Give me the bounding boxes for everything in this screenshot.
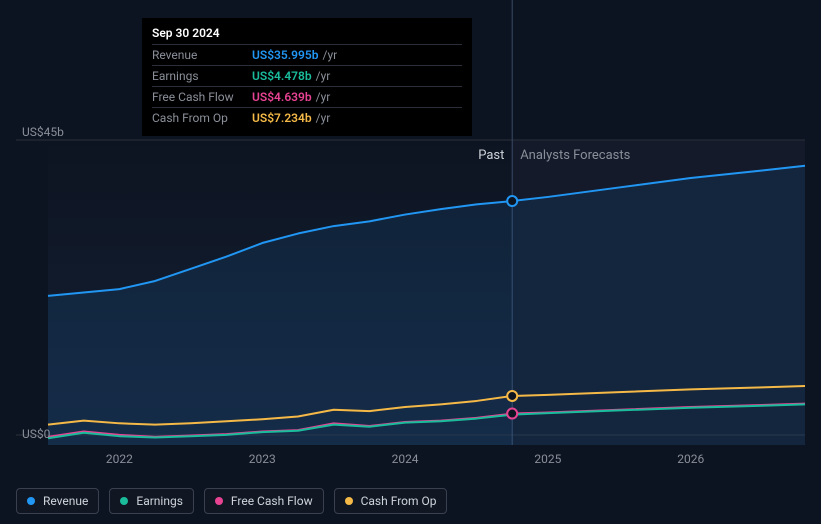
tooltip-row-unit: /yr — [316, 90, 331, 104]
x-tick-label: 2025 — [534, 452, 561, 466]
tooltip-row-value: US$7.234b — [252, 111, 312, 125]
x-tick-label: 2026 — [677, 452, 704, 466]
financials-chart: { "chart": { "type": "area-line", "backg… — [0, 0, 821, 524]
tooltip-row-label: Earnings — [152, 69, 252, 83]
legend-swatch — [345, 497, 353, 505]
tooltip-row-value: US$4.478b — [252, 69, 312, 83]
x-tick-label: 2022 — [106, 452, 133, 466]
legend-swatch — [215, 497, 223, 505]
tooltip-row: Cash From OpUS$7.234b/yr — [152, 107, 462, 128]
chart-legend: Revenue Earnings Free Cash Flow Cash From O… — [16, 488, 447, 514]
tooltip-row-value: US$4.639b — [252, 90, 312, 104]
legend-swatch — [120, 497, 128, 505]
legend-item-cash-from-op[interactable]: Cash From Op — [334, 488, 448, 514]
x-tick-label: 2023 — [249, 452, 276, 466]
tooltip-row-label: Free Cash Flow — [152, 90, 252, 104]
tooltip-row: RevenueUS$35.995b/yr — [152, 44, 462, 65]
chart-tooltip: Sep 30 2024 RevenueUS$35.995b/yrEarnings… — [142, 18, 472, 136]
y-axis-top-label: US$45b — [22, 125, 64, 139]
tooltip-row-unit: /yr — [316, 69, 331, 83]
section-label-past: Past — [478, 148, 504, 163]
legend-label: Revenue — [43, 494, 88, 508]
section-label-forecast: Analysts Forecasts — [520, 148, 630, 163]
tooltip-row-label: Revenue — [152, 48, 252, 62]
hover-marker-revenue — [507, 196, 517, 206]
tooltip-row: EarningsUS$4.478b/yr — [152, 65, 462, 86]
y-axis-bottom-label: US$0 — [22, 427, 50, 441]
tooltip-rows: RevenueUS$35.995b/yrEarningsUS$4.478b/yr… — [152, 44, 462, 128]
tooltip-row-unit: /yr — [323, 48, 338, 62]
legend-item-free-cash-flow[interactable]: Free Cash Flow — [204, 488, 324, 514]
hover-marker-free_cash_flow — [507, 409, 517, 419]
legend-item-earnings[interactable]: Earnings — [109, 488, 194, 514]
tooltip-row: Free Cash FlowUS$4.639b/yr — [152, 86, 462, 107]
legend-label: Earnings — [136, 494, 183, 508]
hover-marker-cash_from_op — [507, 391, 517, 401]
tooltip-row-label: Cash From Op — [152, 111, 252, 125]
legend-label: Free Cash Flow — [231, 494, 313, 508]
legend-label: Cash From Op — [361, 494, 437, 508]
tooltip-date: Sep 30 2024 — [152, 26, 462, 40]
legend-swatch — [27, 497, 35, 505]
tooltip-row-value: US$35.995b — [252, 48, 319, 62]
x-tick-label: 2024 — [392, 452, 419, 466]
tooltip-row-unit: /yr — [316, 111, 331, 125]
legend-item-revenue[interactable]: Revenue — [16, 488, 99, 514]
